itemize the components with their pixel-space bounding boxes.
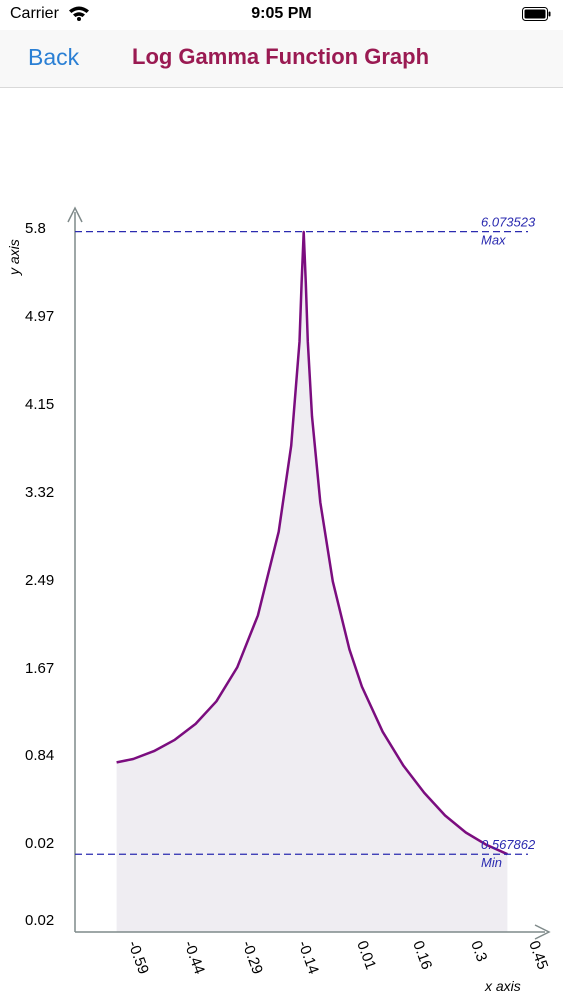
y-tick-label: 4.15 [25, 396, 54, 413]
back-button[interactable]: Back [28, 44, 80, 70]
y-tick-labels: 0.02 0.02 0.84 1.67 2.49 3.32 4.15 4.97 … [25, 220, 54, 929]
x-tick-label: 0.3 [467, 939, 490, 964]
clock-time: 9:05 PM [251, 5, 312, 22]
navigation-bar: Back Log Gamma Function Graph [0, 30, 563, 88]
y-tick-label: 0.02 [25, 912, 54, 929]
y-tick-label: 0.02 [25, 835, 54, 852]
max-value-label: 6.073523 [481, 215, 536, 230]
y-tick-label: 0.84 [25, 747, 54, 764]
min-tag-label: Min [481, 855, 502, 870]
status-bar: Carrier 9:05 PM [0, 0, 563, 30]
x-tick-label: 0.01 [353, 939, 379, 972]
battery-icon [522, 7, 551, 21]
y-tick-label: 1.67 [25, 660, 54, 677]
y-axis-title: y axis [6, 239, 22, 276]
y-tick-label: 2.49 [25, 572, 54, 589]
x-tick-label: -0.14 [294, 939, 322, 977]
wifi-icon [68, 5, 90, 26]
x-tick-label: 0.45 [525, 939, 551, 972]
carrier-label: Carrier [10, 5, 59, 22]
y-axis-arrow-icon [67, 206, 83, 223]
y-tick-label: 5.8 [25, 220, 46, 237]
x-axis-arrow-icon [534, 924, 551, 940]
curve-area-fill [116, 232, 508, 932]
page-title: Log Gamma Function Graph [132, 44, 430, 69]
log-gamma-curve [116, 230, 508, 856]
x-tick-label: -0.44 [180, 939, 208, 977]
y-tick-label: 4.97 [25, 308, 54, 325]
min-value-label: 0.567862 [481, 837, 536, 852]
x-tick-label: -0.29 [238, 939, 266, 977]
y-tick-label: 3.32 [25, 484, 54, 501]
x-tick-labels: -0.59 -0.44 -0.29 -0.14 0.01 0.16 0.3 0.… [124, 939, 551, 977]
log-gamma-chart: 6.073523 Max 0.567862 Min 0.02 0.02 0.84… [6, 206, 551, 994]
x-tick-label: 0.16 [409, 939, 435, 972]
max-tag-label: Max [481, 233, 506, 248]
x-tick-label: -0.59 [124, 939, 152, 977]
x-axis-title: x axis [484, 978, 521, 994]
